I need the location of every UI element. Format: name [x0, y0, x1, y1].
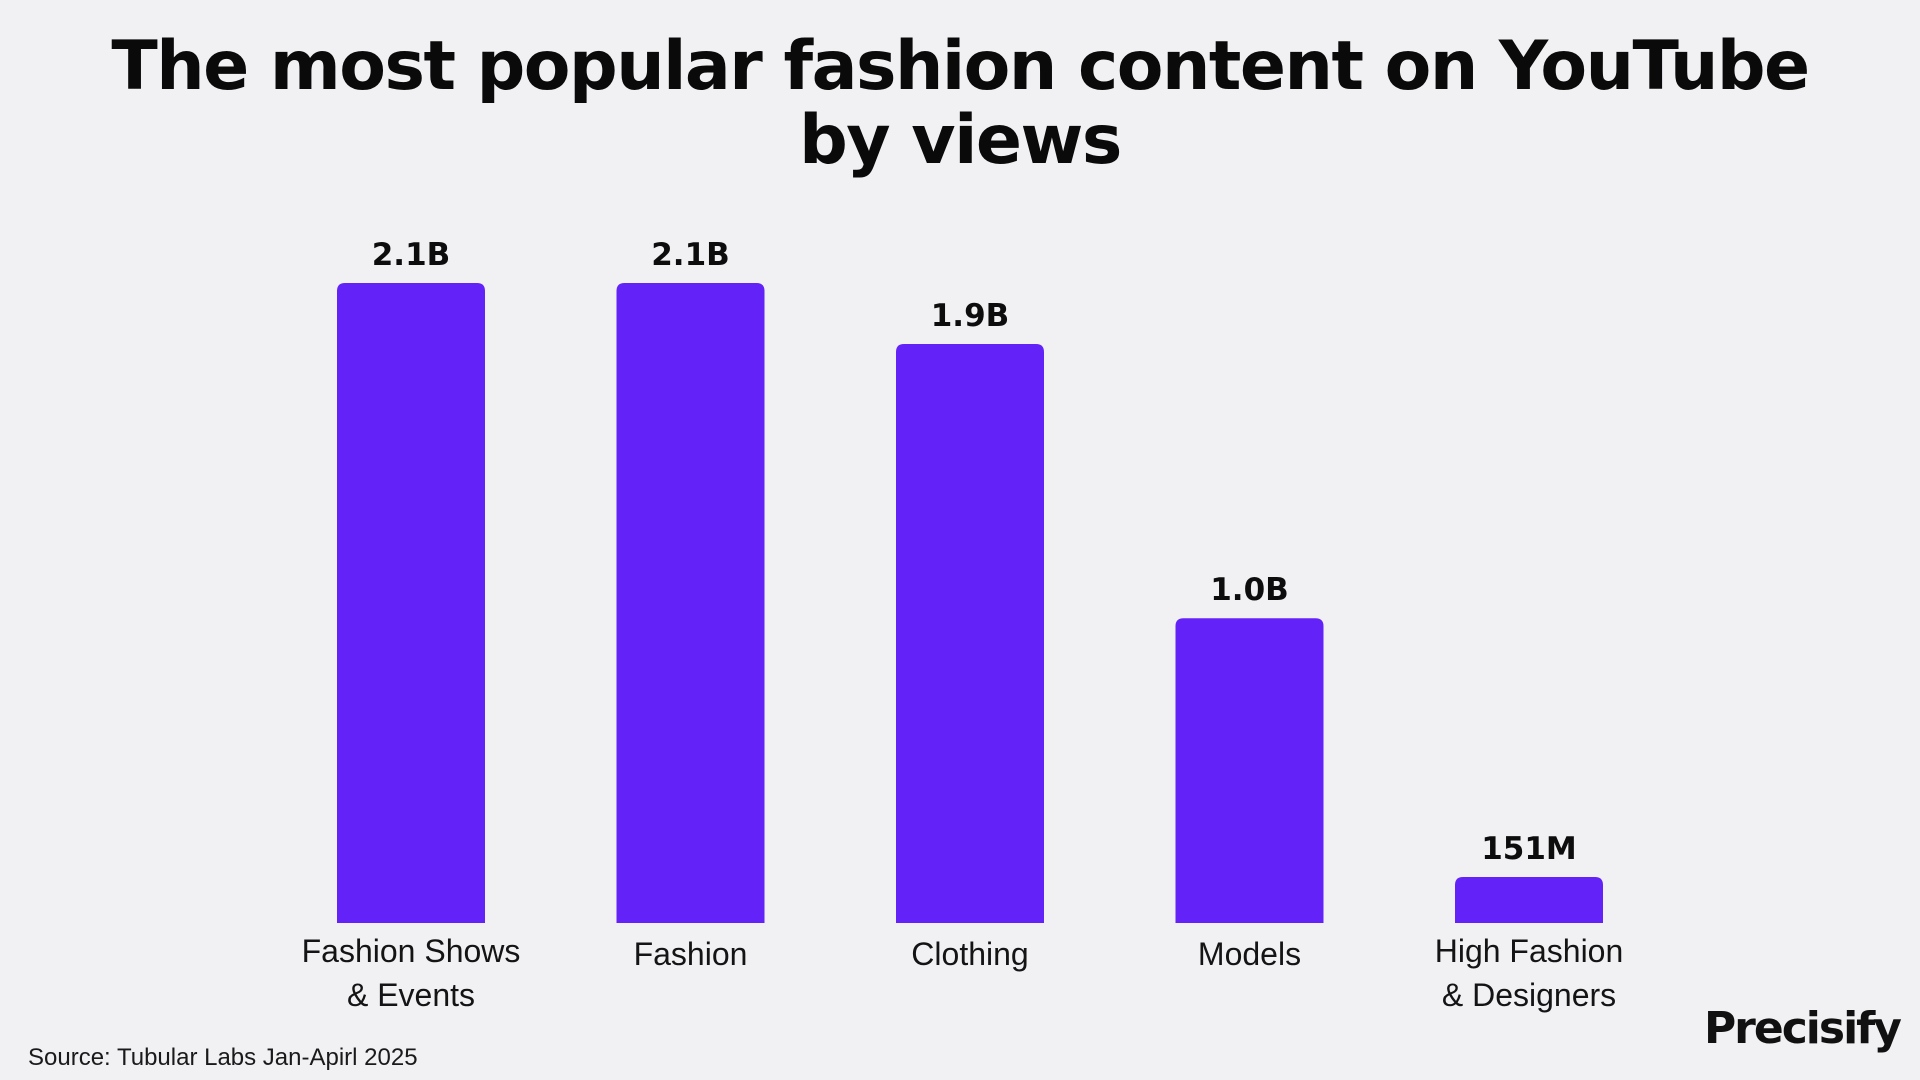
data-label-5: 151M: [1481, 831, 1577, 867]
bar-5: [1455, 876, 1603, 923]
data-label-3: 1.9B: [931, 298, 1010, 334]
data-label-1: 2.1B: [372, 237, 451, 273]
bar-4: [1175, 618, 1324, 923]
bar-2: [616, 283, 765, 923]
category-label-2: Fashion: [634, 936, 748, 972]
data-label-4: 1.0B: [1210, 572, 1289, 608]
chart-title-line-2: by views: [799, 101, 1122, 180]
category-label-line: High Fashion: [1435, 933, 1624, 969]
brand-logo: Precisify: [1703, 1003, 1902, 1054]
data-label-2: 2.1B: [651, 237, 730, 273]
category-label-4: Models: [1198, 936, 1301, 972]
category-label-3: Clothing: [911, 936, 1028, 972]
category-label-line: Fashion Shows: [302, 933, 521, 969]
category-label-line: & Designers: [1442, 977, 1616, 1013]
chart-title: The most popular fashion content on YouT…: [0, 30, 1920, 178]
category-label-line: Models: [1198, 936, 1301, 972]
category-label-line: Fashion: [634, 936, 748, 972]
bar-3: [896, 343, 1044, 923]
category-label-1: Fashion Shows & Events: [302, 933, 521, 1013]
category-label-line: & Events: [347, 977, 475, 1013]
category-label-5: High Fashion & Designers: [1435, 933, 1624, 1013]
bar-1: [337, 283, 485, 923]
source-note: Source: Tubular Labs Jan-Apirl 2025: [28, 1044, 418, 1071]
chart-title-line-1: The most popular fashion content on YouT…: [111, 27, 1810, 106]
category-label-line: Clothing: [911, 936, 1028, 972]
